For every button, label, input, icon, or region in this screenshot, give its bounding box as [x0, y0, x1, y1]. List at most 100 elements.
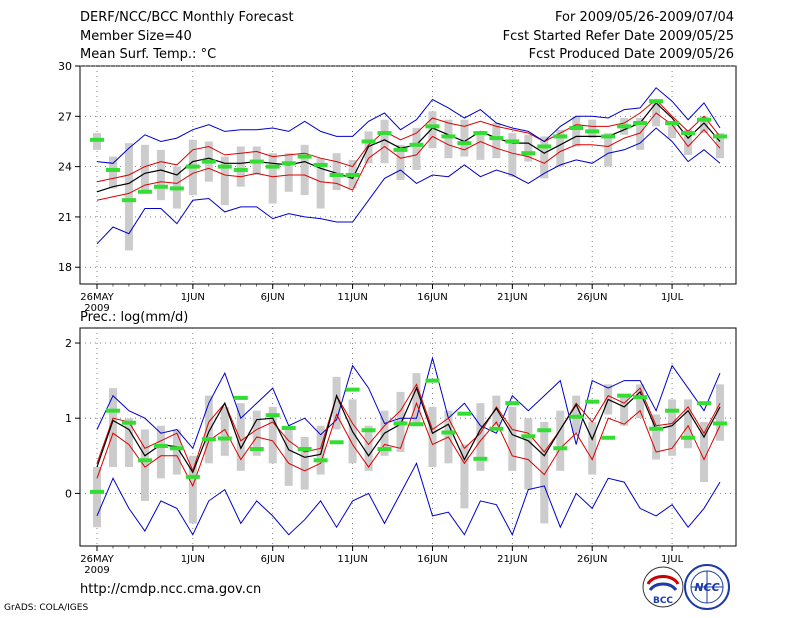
obs-marker	[90, 137, 104, 142]
spread-box	[636, 117, 645, 150]
obs-marker	[137, 189, 152, 194]
spread-box	[588, 119, 597, 139]
spread-box	[652, 414, 661, 460]
bcc-logo-text: BCC	[653, 596, 673, 606]
spread-box	[572, 116, 581, 147]
precipitation-panel: 0 1 2 26MAY 1JUN 6JUN 11JUN 16JUN 21JUN 26JUN 1JUL…	[65, 327, 737, 576]
x-tick-label: 26JUN	[577, 554, 607, 565]
spread-box	[476, 403, 485, 471]
spread-box	[460, 444, 469, 509]
series-line-ensemble-max	[96, 356, 721, 450]
obs-marker	[185, 474, 200, 479]
spread-box	[700, 421, 709, 483]
spread-box	[93, 467, 101, 528]
spread-box	[508, 133, 517, 177]
ncc-logo: NCC	[684, 564, 730, 610]
y-tick-label: 27	[58, 110, 72, 123]
spread-box	[540, 136, 549, 179]
obs-marker	[697, 401, 712, 406]
spread-box	[236, 146, 245, 187]
obs-marker	[681, 435, 696, 440]
x-tick-label: 11JUN	[337, 292, 367, 303]
spread-box	[636, 384, 645, 419]
obs-marker	[249, 447, 264, 452]
series-line-ensemble-min	[96, 461, 721, 536]
y-tick-label: 24	[58, 161, 72, 174]
spread-box	[204, 395, 213, 464]
obs-marker	[569, 126, 584, 131]
spread-box	[380, 119, 389, 164]
obs-marker	[345, 387, 360, 392]
obs-marker	[665, 408, 680, 413]
obs-marker	[329, 173, 344, 177]
spread-box	[252, 410, 261, 456]
obs-marker	[489, 136, 504, 141]
obs-marker	[585, 129, 600, 134]
x-tick-label: 1JUL	[661, 292, 684, 303]
spread-box	[620, 395, 629, 426]
obs-marker	[297, 447, 312, 452]
obs-marker	[569, 414, 584, 419]
spread-box	[268, 153, 277, 204]
obs-marker	[281, 161, 296, 166]
series-line-lower-spread	[96, 401, 721, 488]
spread-box	[172, 429, 181, 475]
x-tick-label: 16JUN	[417, 554, 447, 565]
obs-marker	[665, 121, 680, 126]
spread-box	[604, 133, 613, 167]
obs-marker	[697, 117, 712, 122]
spread-box	[460, 119, 469, 157]
obs-marker	[121, 420, 136, 425]
obs-marker	[617, 393, 632, 398]
obs-marker	[441, 430, 456, 435]
obs-marker	[409, 422, 424, 427]
obs-marker	[441, 134, 456, 139]
obs-marker	[313, 458, 328, 463]
spread-box	[412, 373, 421, 426]
spread-box	[716, 384, 724, 441]
spread-box	[556, 129, 565, 167]
spread-box	[588, 421, 597, 475]
spread-box	[140, 429, 149, 501]
spread-box	[332, 376, 341, 430]
obs-marker	[361, 139, 376, 144]
obs-marker	[521, 151, 536, 156]
variable-label: Mean Surf. Temp.: °C	[80, 47, 217, 62]
spread-box	[284, 425, 293, 486]
x-tick-label: 26JUN	[577, 292, 607, 303]
obs-marker	[505, 139, 520, 144]
spread-box	[524, 418, 533, 490]
spread-box	[684, 399, 693, 449]
obs-marker	[521, 434, 536, 439]
start-ref-date: Fcst Started Refer Date 2009/05/25	[502, 29, 734, 44]
y-tick-label: 1	[65, 412, 72, 425]
spread-box	[428, 111, 437, 149]
obs-marker	[585, 399, 600, 404]
obs-marker	[169, 186, 184, 191]
y-tick-label: 21	[58, 211, 72, 224]
spread-box	[108, 388, 117, 468]
year-label: 2009	[84, 303, 109, 314]
obs-marker	[121, 198, 136, 203]
obs-marker	[393, 421, 408, 426]
obs-marker	[281, 425, 296, 430]
obs-marker	[153, 184, 168, 189]
spread-box	[492, 395, 501, 426]
obs-marker	[425, 378, 440, 383]
obs-marker	[185, 164, 200, 169]
obs-marker	[633, 121, 648, 126]
spread-box	[316, 425, 325, 475]
obs-marker	[153, 444, 168, 449]
spread-box	[124, 418, 133, 468]
obs-marker	[105, 167, 120, 172]
obs-marker	[265, 413, 280, 418]
obs-marker	[633, 395, 648, 400]
series-line-upper-spread	[96, 98, 721, 183]
spread-box	[268, 406, 277, 464]
spread-box	[156, 425, 165, 479]
spread-box	[572, 395, 581, 434]
spread-box	[668, 399, 677, 456]
obs-marker	[601, 435, 616, 440]
obs-marker	[393, 147, 408, 152]
spread-box	[556, 410, 565, 471]
